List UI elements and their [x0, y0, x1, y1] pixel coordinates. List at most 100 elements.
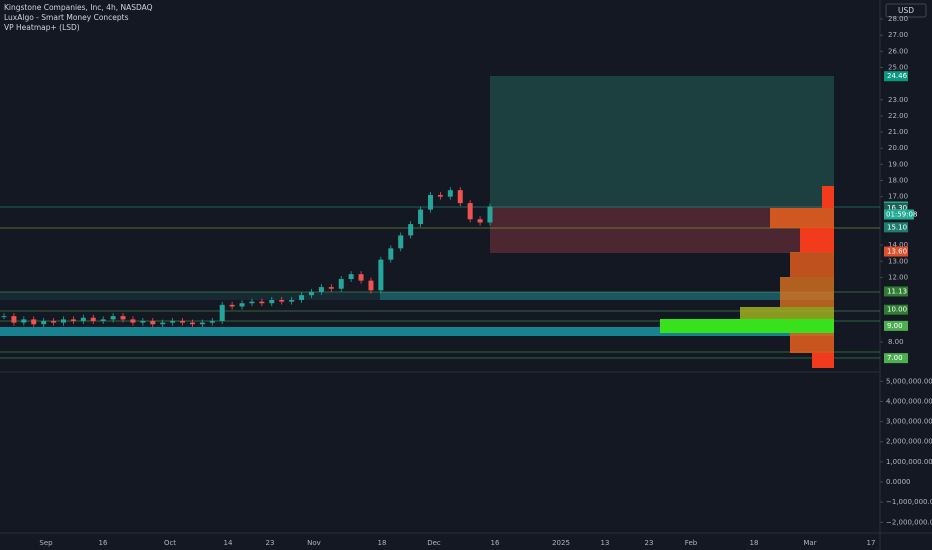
- candle: [467, 203, 473, 220]
- candle: [447, 190, 453, 197]
- candle: [259, 301, 265, 304]
- price-tag-label: 11.13: [887, 287, 907, 295]
- candle: [418, 209, 424, 225]
- price-label: 20.00: [888, 144, 908, 152]
- price-tag: [884, 71, 908, 82]
- candle: [100, 319, 106, 322]
- candle: [70, 319, 76, 322]
- candle: [299, 295, 305, 301]
- currency-button[interactable]: [885, 3, 927, 18]
- date-label: 14: [224, 539, 233, 547]
- candle: [437, 195, 443, 197]
- candle: [21, 319, 27, 323]
- price-tag-label: 24.46: [887, 72, 908, 80]
- candle: [368, 280, 374, 291]
- candle: [11, 316, 17, 323]
- candle: [408, 224, 414, 236]
- volume-label: 1,000,000.00: [886, 458, 932, 466]
- price-tag-label: 9.00: [887, 322, 903, 330]
- candle: [427, 195, 433, 210]
- price-label: 12.00: [888, 273, 908, 281]
- candle: [199, 322, 205, 325]
- price-tag-label: 13.60: [887, 248, 907, 256]
- candle: [31, 319, 37, 325]
- candle: [120, 316, 126, 320]
- price-label: 18.00: [888, 177, 908, 185]
- price-tag: [884, 222, 908, 233]
- candle: [80, 317, 86, 322]
- date-label: 2025: [552, 539, 570, 547]
- volume-profile: [660, 186, 834, 368]
- symbol-title: Kingstone Companies, Inc, 4h, NASDAQ: [4, 3, 153, 12]
- candle: [289, 300, 295, 302]
- price-tag-label: 16.30: [887, 204, 907, 212]
- date-label: 16: [99, 539, 108, 547]
- price-tag-label: 7.00: [887, 354, 903, 362]
- candle: [398, 235, 404, 249]
- price-tag: [884, 246, 908, 257]
- date-label: Mar: [803, 539, 816, 547]
- candle: [338, 279, 344, 289]
- candle: [110, 316, 116, 320]
- candle: [378, 259, 384, 291]
- volume-label: 5,000,000.00: [886, 377, 932, 385]
- candle: [457, 190, 463, 204]
- price-label: 25.00: [888, 63, 908, 71]
- candle: [160, 322, 166, 325]
- candle: [41, 321, 47, 325]
- volume-label: 3,000,000.00: [886, 418, 932, 426]
- date-label: Feb: [685, 539, 698, 547]
- candle: [150, 321, 156, 325]
- price-label: 28.00: [888, 15, 908, 23]
- price-tag: [884, 286, 908, 297]
- price-tag: [884, 320, 908, 331]
- indicator-name: LuxAlgo - Smart Money Concepts: [4, 13, 129, 22]
- candle: [249, 301, 255, 304]
- date-label: 23: [266, 539, 275, 547]
- candle: [51, 321, 57, 323]
- candle: [318, 287, 324, 292]
- candle: [180, 321, 186, 323]
- candle: [130, 319, 136, 323]
- price-tag: [884, 304, 908, 315]
- candle: [487, 206, 493, 223]
- date-label: Dec: [427, 539, 441, 547]
- countdown-bg: [884, 209, 914, 220]
- price-label: 17.00: [888, 193, 908, 201]
- volume-label: −1,000,000.00: [886, 498, 932, 506]
- date-label: Nov: [307, 539, 321, 547]
- candle: [170, 321, 176, 323]
- countdown: 01:59:08: [886, 211, 917, 219]
- date-label: 18: [750, 539, 759, 547]
- zone: [0, 327, 834, 336]
- price-label: 13.00: [888, 257, 908, 265]
- date-label: 16: [491, 539, 500, 547]
- price-tag: [884, 202, 908, 213]
- candle: [209, 321, 215, 323]
- volume-label: 4,000,000.00: [886, 397, 932, 405]
- candle: [388, 248, 394, 260]
- candle: [140, 321, 146, 323]
- price-label: 19.00: [888, 160, 908, 168]
- zone: [380, 292, 834, 300]
- candle: [61, 319, 67, 323]
- target-zone: [490, 76, 834, 207]
- currency[interactable]: USD: [898, 6, 914, 15]
- candle: [1, 316, 7, 318]
- indicator-name: VP Heatmap+ (LSD): [4, 23, 80, 32]
- candle: [229, 304, 235, 307]
- price-label: 8.00: [888, 338, 904, 346]
- price-tag-label: 15.10: [887, 223, 907, 231]
- candle: [269, 300, 275, 304]
- date-label: 18: [378, 539, 387, 547]
- candle: [358, 274, 364, 281]
- candle: [90, 317, 96, 322]
- volume-label: −2,000,000.00: [886, 518, 932, 526]
- candle: [477, 219, 483, 223]
- candle: [328, 287, 334, 289]
- date-label: Oct: [164, 539, 176, 547]
- candle: [308, 291, 314, 296]
- candle: [348, 274, 354, 280]
- volume-label: 0.0000: [886, 478, 911, 486]
